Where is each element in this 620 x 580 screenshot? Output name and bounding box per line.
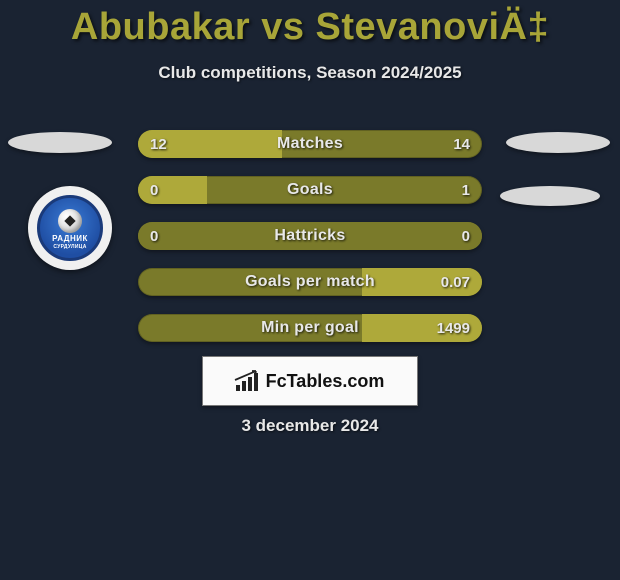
stat-bar-label: Goals per match bbox=[138, 268, 482, 296]
stat-bar: Goals0 1 bbox=[138, 176, 482, 204]
subtitle: Club competitions, Season 2024/2025 bbox=[0, 63, 620, 83]
club-badge-text: РАДНИК bbox=[52, 235, 88, 243]
stat-bar-label: Min per goal bbox=[138, 314, 482, 342]
player-right-oval bbox=[506, 132, 610, 153]
page-title: Abubakar vs StevanoviÄ‡ bbox=[0, 6, 620, 49]
stats-bars: Matches1214Goals01Hattricks00Goals per m… bbox=[138, 130, 482, 360]
football-icon bbox=[58, 209, 82, 233]
stat-bar-label: Matches bbox=[138, 130, 482, 158]
side-oval bbox=[500, 186, 600, 206]
stat-bar: Hattricks0 0 bbox=[138, 222, 482, 250]
bar-chart-icon bbox=[236, 371, 260, 391]
stat-bar-value-left: 0 bbox=[150, 176, 158, 204]
stat-bar-label: Hattricks bbox=[138, 222, 482, 250]
stat-bar-value-right: 1 bbox=[462, 176, 470, 204]
player-left-oval bbox=[8, 132, 112, 153]
stat-bar-value-right: 1499 bbox=[437, 314, 470, 342]
club-badge-inner: РАДНИК СУРДУЛИЦА bbox=[37, 195, 103, 261]
stat-bar-value-right: 0 bbox=[462, 222, 470, 250]
stat-bar: Matches12 14 bbox=[138, 130, 482, 158]
stat-bar-value-right: 14 bbox=[453, 130, 470, 158]
stat-bar-value-left: 0 bbox=[150, 222, 158, 250]
watermark: FcTables.com bbox=[202, 356, 418, 406]
stat-bar-value-right: 0.07 bbox=[441, 268, 470, 296]
watermark-text: FcTables.com bbox=[266, 371, 385, 392]
stat-bar: Goals per match0.07 bbox=[138, 268, 482, 296]
stat-bar: Min per goal1499 bbox=[138, 314, 482, 342]
club-badge-subtext: СУРДУЛИЦА bbox=[53, 244, 86, 250]
stat-bar-value-left: 12 bbox=[150, 130, 167, 158]
stat-bar-label: Goals bbox=[138, 176, 482, 204]
footer-date: 3 december 2024 bbox=[0, 416, 620, 436]
club-badge: РАДНИК СУРДУЛИЦА bbox=[28, 186, 112, 270]
